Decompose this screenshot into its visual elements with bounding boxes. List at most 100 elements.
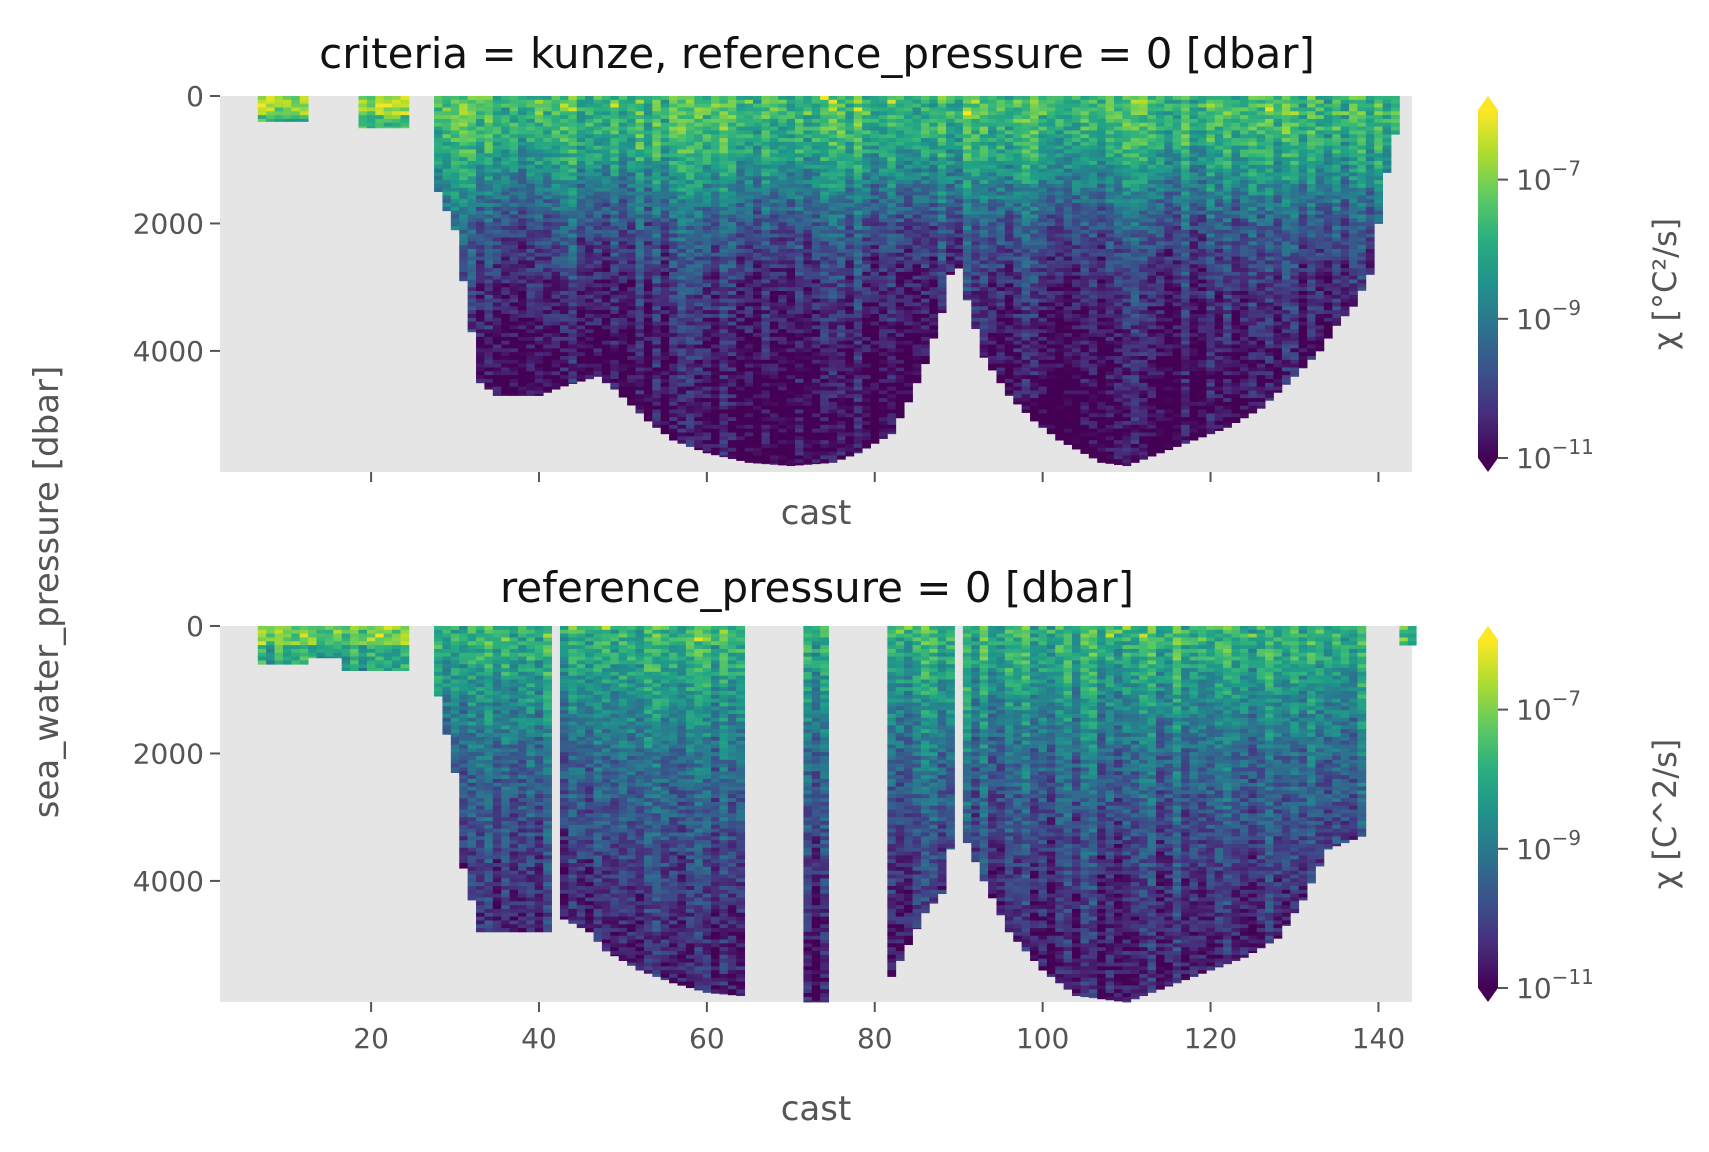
heatmap-cell [551,256,561,261]
heatmap-cell [635,279,645,284]
heatmap-cell [811,149,821,154]
heatmap-cell [518,229,527,235]
heatmap-cell [467,99,477,105]
heatmap-cell [811,145,821,150]
heatmap-cell [492,268,502,273]
heatmap-cell [551,260,561,265]
heatmap-cell [761,417,771,422]
heatmap-cell [593,176,603,181]
heatmap-cell [635,298,645,303]
heatmap-cell [442,115,452,120]
heatmap-cell [593,195,603,200]
heatmap-cell [492,122,502,127]
heatmap-cell [761,451,771,456]
heatmap-cell [878,390,888,395]
heatmap-cell [660,302,670,307]
heatmap-cell [853,134,863,139]
heatmap-cell [878,291,888,296]
heatmap-cell [392,118,401,124]
heatmap-cell [711,118,720,124]
heatmap-cell [526,180,536,185]
heatmap-cell [828,455,838,460]
heatmap-cell [559,375,569,380]
heatmap-cell [744,401,754,407]
heatmap-cell [820,398,829,403]
heatmap-cell [711,378,720,384]
heatmap-cell [685,298,695,303]
heatmap-cell [551,138,561,143]
heatmap-cell [501,394,510,396]
heatmap-cell [736,367,746,372]
heatmap-cell [677,130,687,135]
heatmap-cell [660,325,670,330]
heatmap-cell [450,199,460,204]
heatmap-cell [601,134,611,139]
heatmap-cell [685,145,695,150]
heatmap-cell [576,317,586,322]
heatmap-cell [811,359,821,365]
heatmap-cell [627,226,636,231]
heatmap-cell [828,291,838,296]
heatmap-cell [643,325,653,330]
heatmap-cell [476,122,485,127]
heatmap-cell [744,409,754,414]
heatmap-cell [484,111,494,116]
heatmap-cell [568,241,578,246]
heatmap-cell [811,176,821,181]
heatmap-cell [618,317,628,322]
heatmap-cell [509,168,519,173]
heatmap-cell [853,260,863,265]
heatmap-cell [761,455,771,460]
heatmap-cell [593,336,603,342]
heatmap-cell [669,210,678,215]
heatmap-cell [610,111,620,116]
heatmap-cell [677,367,687,372]
heatmap-cell [744,443,754,449]
heatmap-cell [904,363,913,368]
heatmap-cell [702,333,712,338]
heatmap-cell [601,233,611,238]
heatmap-cell [568,248,578,254]
heatmap-cell [744,310,754,315]
heatmap-cell [895,164,905,170]
heatmap-cell [853,226,863,231]
heatmap-cell [702,417,712,422]
heatmap-cell [761,264,771,269]
heatmap-cell [694,99,704,105]
heatmap-cell [736,107,746,112]
heatmap-cell [669,107,678,112]
heatmap-cell [862,436,871,441]
heatmap-cell [643,333,653,338]
heatmap-cell [862,394,871,399]
heatmap-cell [669,111,678,116]
heatmap-cell [610,115,620,120]
heatmap-cell [811,271,821,277]
heatmap-cell [845,443,855,449]
heatmap-cell [769,421,779,426]
heatmap-cell [912,298,922,303]
heatmap-cell [778,313,788,319]
heatmap-cell [786,199,796,204]
heatmap-cell [769,378,779,384]
heatmap-cell [836,302,846,307]
heatmap-cell [912,141,922,147]
heatmap-cell [719,118,729,124]
heatmap-cell [669,306,678,311]
heatmap-cell [753,447,762,452]
heatmap-cell [534,107,544,112]
heatmap-cell [534,321,544,326]
heatmap-cell [518,394,527,396]
heatmap-cell [727,394,737,399]
heatmap-cell [828,149,838,154]
heatmap-cell [669,191,678,196]
heatmap-cell [727,455,737,460]
heatmap-cell [786,103,796,108]
heatmap-cell [803,340,813,345]
heatmap-cell [920,229,930,235]
heatmap-cell [769,375,779,380]
heatmap-cell [878,203,888,208]
heatmap-cell [559,138,569,143]
heatmap-cell [744,390,754,395]
heatmap-cell [543,237,552,242]
heatmap-cell [702,118,712,124]
